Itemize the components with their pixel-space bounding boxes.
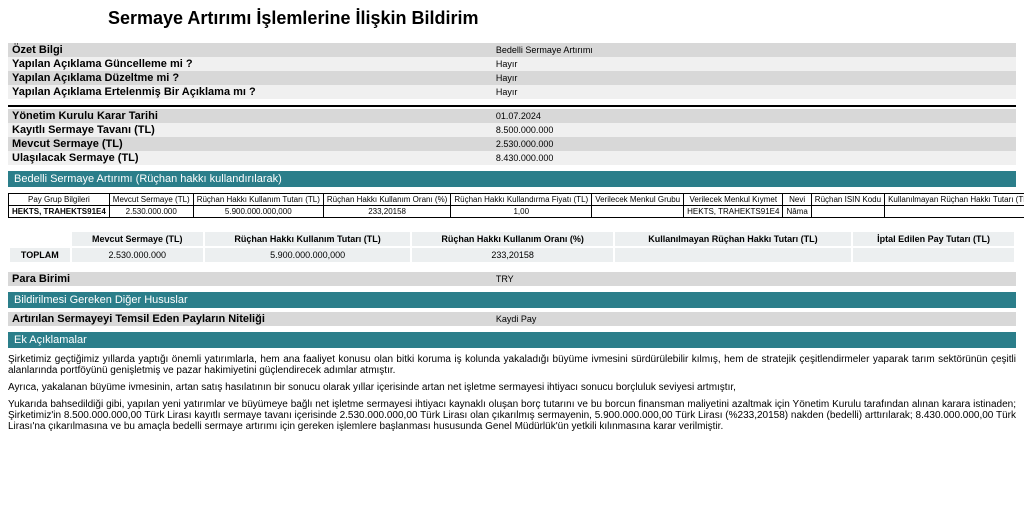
nature-value: Kaydi Pay [492, 312, 1016, 326]
explanation-paragraph: Şirketimiz geçtiğimiz yıllarda yaptığı ö… [8, 354, 1016, 376]
kv-value: 01.07.2024 [492, 109, 1016, 123]
detail-cell: HEKTS, TRAHEKTS91E4 [684, 206, 783, 218]
detail-header: Kullanılmayan Rüçhan Hakkı Tutarı (TL) [885, 194, 1024, 206]
totals-table: Mevcut Sermaye (TL)Rüçhan Hakkı Kullanım… [8, 230, 1016, 264]
currency-row: Para Birimi TRY [8, 272, 1016, 286]
kv-label: Kayıtlı Sermaye Tavanı (TL) [8, 123, 492, 137]
sum-header: Rüçhan Hakkı Kullanım Oranı (%) [412, 232, 612, 246]
detail-table: Pay Grup BilgileriMevcut Sermaye (TL)Rüç… [8, 193, 1024, 218]
detail-header: Mevcut Sermaye (TL) [109, 194, 193, 206]
kv-label: Yapılan Açıklama Güncelleme mi ? [8, 57, 492, 71]
detail-header: Pay Grup Bilgileri [9, 194, 110, 206]
detail-header: Rüçhan Hakkı Kullanım Oranı (%) [323, 194, 451, 206]
kv-value: Hayır [492, 85, 1016, 99]
detail-cell: 1,00 [451, 206, 592, 218]
section-bedelli: Bedelli Sermaye Artırımı (Rüçhan hakkı k… [8, 171, 1016, 187]
detail-header: Rüçhan ISIN Kodu [811, 194, 884, 206]
page-title: Sermaye Artırımı İşlemlerine İlişkin Bil… [108, 8, 1016, 29]
divider [8, 105, 1016, 107]
kv-value: 8.430.000.000 [492, 151, 1016, 165]
currency-label: Para Birimi [8, 272, 492, 286]
explanation-paragraph: Ayrıca, yakalanan büyüme ivmesinin, arta… [8, 382, 1016, 393]
section-other: Bildirilmesi Gereken Diğer Hususlar [8, 292, 1016, 308]
detail-cell: 2.530.000.000 [109, 206, 193, 218]
summary-table: Özet BilgiBedelli Sermaye ArtırımıYapıla… [8, 43, 1016, 99]
kv-label: Mevcut Sermaye (TL) [8, 137, 492, 151]
kv-label: Yönetim Kurulu Karar Tarihi [8, 109, 492, 123]
sum-cell [853, 248, 1014, 262]
decision-table: Yönetim Kurulu Karar Tarihi01.07.2024Kay… [8, 109, 1016, 165]
kv-label: Özet Bilgi [8, 43, 492, 57]
section-explanations: Ek Açıklamalar [8, 332, 1016, 348]
sum-cell: 233,20158 [412, 248, 612, 262]
kv-value: Bedelli Sermaye Artırımı [492, 43, 1016, 57]
kv-value: Hayır [492, 71, 1016, 85]
sum-header: Kullanılmayan Rüçhan Hakkı Tutarı (TL) [615, 232, 851, 246]
sum-header: İptal Edilen Pay Tutarı (TL) [853, 232, 1014, 246]
detail-header: Nevi [783, 194, 811, 206]
explanations-body: Şirketimiz geçtiğimiz yıllarda yaptığı ö… [8, 354, 1016, 432]
detail-header: Verilecek Menkul Kıymet [684, 194, 783, 206]
kv-value: 2.530.000.000 [492, 137, 1016, 151]
kv-value: 8.500.000.000 [492, 123, 1016, 137]
currency-value: TRY [492, 272, 1016, 286]
detail-cell: 233,20158 [323, 206, 451, 218]
detail-cell [811, 206, 884, 218]
nature-label: Artırılan Sermayeyi Temsil Eden Payların… [8, 312, 492, 326]
kv-value: Hayır [492, 57, 1016, 71]
sum-header: Mevcut Sermaye (TL) [72, 232, 203, 246]
explanation-paragraph: Yukarıda bahsedildiği gibi, yapılan yeni… [8, 399, 1016, 432]
sum-cell: 2.530.000.000 [72, 248, 203, 262]
kv-label: Yapılan Açıklama Ertelenmiş Bir Açıklama… [8, 85, 492, 99]
detail-cell: 5.900.000.000,000 [193, 206, 323, 218]
kv-label: Yapılan Açıklama Düzeltme mi ? [8, 71, 492, 85]
detail-header: Verilecek Menkul Grubu [592, 194, 684, 206]
sum-cell [615, 248, 851, 262]
sum-header: Rüçhan Hakkı Kullanım Tutarı (TL) [205, 232, 411, 246]
kv-label: Ulaşılacak Sermaye (TL) [8, 151, 492, 165]
sum-cell: 5.900.000.000,000 [205, 248, 411, 262]
detail-cell: HEKTS, TRAHEKTS91E4 [9, 206, 110, 218]
detail-cell [885, 206, 1024, 218]
nature-row: Artırılan Sermayeyi Temsil Eden Payların… [8, 312, 1016, 326]
sum-cell: TOPLAM [10, 248, 70, 262]
detail-header: Rüçhan Hakkı Kullanım Tutarı (TL) [193, 194, 323, 206]
detail-cell [592, 206, 684, 218]
sum-header [10, 232, 70, 246]
detail-cell: Nâma [783, 206, 811, 218]
detail-header: Rüçhan Hakkı Kullandırma Fiyatı (TL) [451, 194, 592, 206]
